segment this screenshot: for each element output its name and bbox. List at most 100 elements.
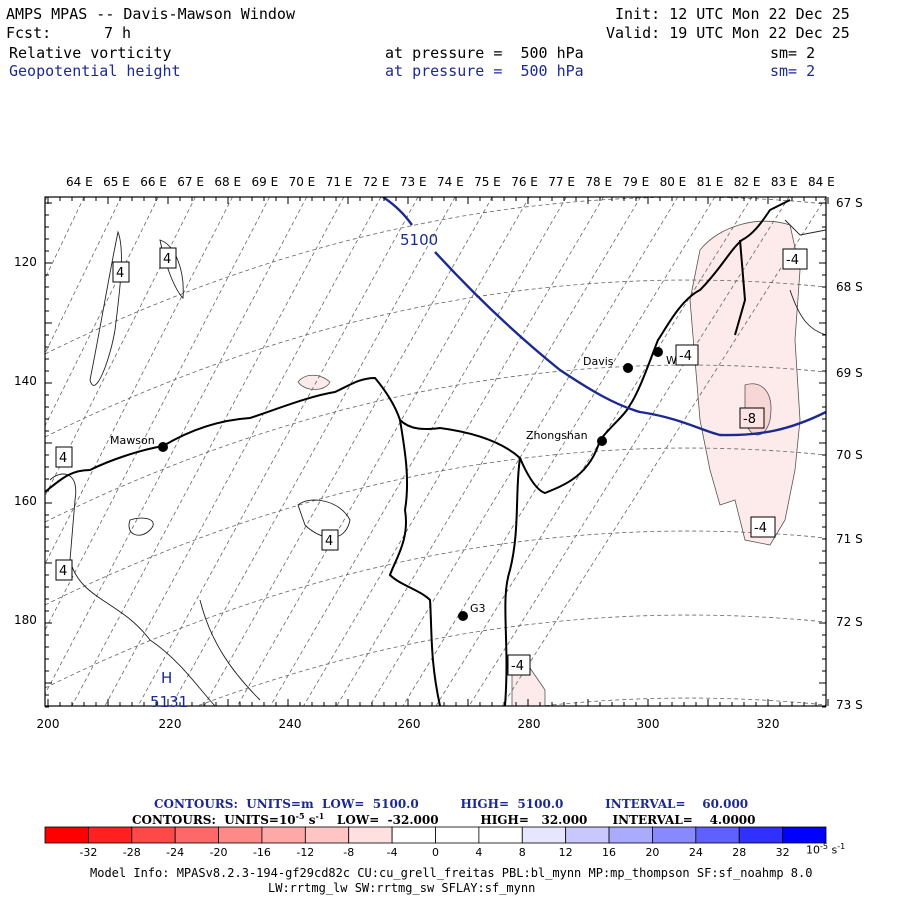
colorbar-swatch [348, 826, 393, 844]
stations [158, 347, 663, 621]
meridian-line [336, 197, 641, 706]
lon-label: 73 E [399, 175, 427, 189]
station-zhongshan-marker [597, 436, 607, 446]
svg-text:4: 4 [59, 564, 67, 579]
lon-label: 72 E [362, 175, 390, 189]
colorbar-swatch [87, 826, 133, 844]
colorbar-swatch [44, 826, 89, 844]
lat-label-71s: 71 S [836, 532, 863, 546]
parallel-line [45, 530, 826, 689]
lat-label-69s: 69 S [836, 366, 863, 380]
lon-label: 78 E [585, 175, 613, 189]
vort-label-8: -4 [782, 248, 808, 270]
parallel-line [45, 364, 826, 523]
svg-text:4: 4 [325, 534, 333, 549]
vort-label-7: -4 [675, 344, 699, 366]
colorbar-swatch [782, 826, 827, 844]
svg-text:-4: -4 [511, 659, 524, 674]
grid-x-240: 240 [278, 717, 302, 731]
colorbar-tick-label: 24 [688, 846, 703, 859]
colorbar-tick-label: 12 [558, 846, 573, 859]
colorbar-tick-label: 28 [732, 846, 747, 859]
lon-label: 79 E [622, 175, 650, 189]
parallel-line [45, 197, 826, 355]
colorbar-swatch [521, 826, 567, 844]
colorbar-tick-label: 8 [518, 846, 526, 859]
lon-label: 82 E [733, 175, 761, 189]
colorbar-swatch [565, 826, 610, 844]
meridian-line [435, 197, 753, 706]
lat-label-67s: 67 S [836, 196, 863, 210]
colorbar-tick-label: -20 [209, 846, 228, 859]
station-wlp-marker [653, 347, 663, 357]
lat-label-68s: 68 S [836, 280, 863, 294]
colorbar-units: 10-5 s-1 [806, 842, 846, 857]
svg-text:-8: -8 [743, 412, 756, 427]
high-marker: H [161, 669, 172, 687]
colorbar-swatch [435, 826, 480, 844]
colorbar-swatch [695, 826, 740, 844]
meridian-line [45, 197, 196, 497]
colorbar-tick-label: -16 [252, 846, 271, 859]
init-time: Init: 12 UTC Mon 22 Dec 25 [615, 5, 850, 23]
colorbar-tick-label: 20 [645, 846, 660, 859]
station-davis-label: Davis [583, 355, 614, 368]
grid-y-160: 160 [14, 494, 37, 508]
lon-label: 64 E [66, 175, 93, 189]
svg-text:4: 4 [163, 252, 171, 267]
vorticity-labels: 4 4 4 4 4 -4 -4 -4 -8 -4 [55, 247, 808, 676]
colorbar-swatch [738, 826, 784, 844]
colorbar-tick-label: 4 [475, 846, 483, 859]
vorticity-contour-info: CONTOURS: UNITS=10-5 s-1 LOW= -32.000 HI… [132, 811, 756, 827]
grid-y-140: 140 [14, 374, 37, 388]
colorbar-tick-label: 32 [775, 846, 790, 859]
vort-label-10: -4 [750, 516, 776, 538]
station-davis-marker [623, 363, 633, 373]
lon-label: 77 E [548, 175, 575, 189]
lon-label: 66 E [140, 175, 167, 189]
lon-label: 75 E [474, 175, 501, 189]
field2-smoothing: sm= 2 [770, 62, 816, 80]
lon-label: 68 E [214, 175, 242, 189]
axis-ticks [45, 197, 829, 708]
model-info-line1: Model Info: MPASv8.2.3-194-gf29cd82c CU:… [90, 866, 813, 880]
colorbar-tick-label: -24 [166, 846, 185, 859]
svg-text:4: 4 [116, 266, 124, 281]
vort-label-5: 4 [321, 529, 339, 551]
grid-x-300: 300 [636, 717, 660, 731]
lon-label: 81 E [696, 175, 724, 189]
meridian-line [501, 197, 826, 706]
parallel-line [45, 279, 826, 438]
lon-label: 71 E [325, 175, 353, 189]
colorbar-swatch [608, 826, 653, 844]
colorbar-tick-label: -12 [296, 846, 315, 859]
vort-label-3: 4 [55, 446, 73, 468]
colorbar-tick-label: -28 [122, 846, 141, 859]
colorbar-swatch [131, 826, 176, 844]
lat-label-73s: 73 S [836, 698, 863, 712]
colorbar-swatch [391, 826, 436, 844]
field1-name: Relative vorticity [9, 44, 172, 62]
colorbar-tick-label: 0 [432, 846, 439, 859]
colorbar-tick-label: -4 [386, 846, 398, 859]
svg-text:4: 4 [59, 451, 67, 466]
grid-x-320: 320 [756, 717, 780, 731]
colorbar-tick-label: 16 [602, 846, 617, 859]
contour-labels: 5100 H 5131 [150, 231, 438, 711]
vort-label-9: -8 [739, 407, 765, 429]
svg-text:-4: -4 [679, 349, 692, 364]
height-contour-5100 [382, 197, 826, 437]
meridian-line [45, 197, 122, 355]
svg-text:-4: -4 [786, 253, 799, 268]
grid-y-180: 180 [14, 613, 37, 627]
meridian-line [45, 197, 308, 695]
lat-label-70s: 70 S [836, 448, 863, 462]
meridian-line [468, 197, 790, 706]
colorbar-swatch [652, 826, 697, 844]
colorbar-tick-label: -32 [79, 846, 98, 859]
vort-label-4: 4 [55, 559, 73, 581]
field2-level: at pressure = 500 hPa [385, 62, 584, 80]
colorbar-tick-label: -8 [343, 846, 355, 859]
